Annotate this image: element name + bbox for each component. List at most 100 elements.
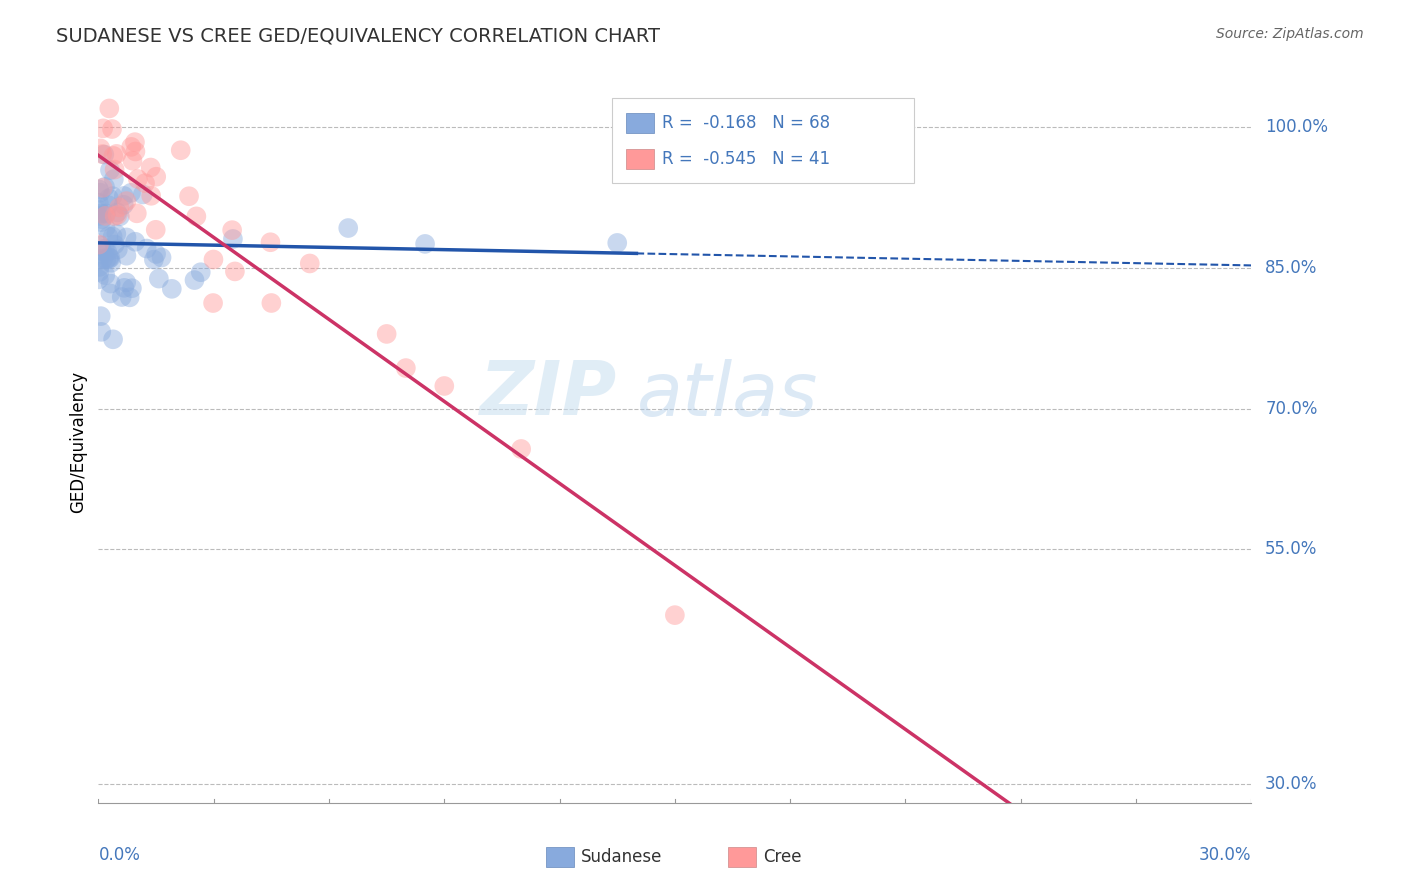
Point bbox=[510, 442, 533, 456]
Point bbox=[103, 172, 125, 186]
Point bbox=[87, 253, 110, 268]
Point bbox=[101, 332, 124, 346]
Point bbox=[96, 245, 118, 260]
Point bbox=[190, 265, 212, 279]
Point bbox=[134, 176, 156, 190]
Text: atlas: atlas bbox=[637, 359, 818, 431]
Point bbox=[93, 147, 115, 161]
Point bbox=[112, 281, 135, 295]
Point bbox=[87, 195, 110, 210]
Point bbox=[148, 271, 170, 285]
Point bbox=[186, 210, 208, 224]
Point bbox=[87, 237, 110, 252]
Point bbox=[259, 235, 281, 250]
Point bbox=[91, 181, 114, 195]
Point bbox=[177, 189, 200, 203]
Text: Cree: Cree bbox=[763, 848, 801, 866]
Point bbox=[395, 361, 418, 376]
Point bbox=[124, 145, 146, 159]
Point bbox=[664, 608, 686, 623]
Point bbox=[90, 309, 112, 323]
Text: Source: ZipAtlas.com: Source: ZipAtlas.com bbox=[1216, 27, 1364, 41]
Point bbox=[115, 276, 138, 290]
Point bbox=[98, 163, 121, 178]
Point bbox=[606, 235, 628, 250]
Point bbox=[100, 251, 122, 265]
Point bbox=[90, 212, 112, 227]
Point bbox=[183, 273, 205, 287]
Point bbox=[121, 281, 143, 295]
Point bbox=[94, 220, 117, 235]
Point bbox=[89, 186, 111, 200]
Point bbox=[145, 223, 167, 237]
Point bbox=[97, 198, 120, 212]
Text: 30.0%: 30.0% bbox=[1199, 847, 1251, 864]
Y-axis label: GED/Equivalency: GED/Equivalency bbox=[69, 370, 87, 513]
Point bbox=[94, 209, 117, 223]
Point bbox=[105, 205, 128, 219]
Text: 0.0%: 0.0% bbox=[98, 847, 141, 864]
Point bbox=[96, 252, 118, 267]
Text: 85.0%: 85.0% bbox=[1265, 259, 1317, 277]
Point bbox=[87, 209, 110, 223]
Point bbox=[91, 121, 114, 136]
Point bbox=[121, 153, 143, 168]
Point bbox=[103, 149, 125, 163]
Point bbox=[120, 140, 142, 154]
Point bbox=[222, 232, 245, 246]
Point bbox=[224, 264, 246, 278]
Point bbox=[91, 244, 114, 258]
Point bbox=[125, 206, 148, 220]
Text: 100.0%: 100.0% bbox=[1265, 119, 1329, 136]
Point bbox=[112, 189, 135, 203]
Text: 55.0%: 55.0% bbox=[1265, 541, 1317, 558]
Point bbox=[132, 187, 155, 202]
Text: 70.0%: 70.0% bbox=[1265, 400, 1317, 417]
Point bbox=[120, 186, 142, 200]
Point bbox=[100, 277, 122, 291]
Point bbox=[89, 141, 111, 155]
Point bbox=[139, 161, 162, 175]
Point bbox=[90, 325, 112, 339]
Point bbox=[108, 200, 131, 214]
Point bbox=[89, 260, 111, 274]
Point bbox=[87, 182, 110, 196]
Point bbox=[101, 229, 124, 244]
Point bbox=[115, 194, 138, 208]
Text: R =  -0.545   N = 41: R = -0.545 N = 41 bbox=[662, 150, 831, 168]
Text: R =  -0.168   N = 68: R = -0.168 N = 68 bbox=[662, 114, 831, 132]
Point bbox=[202, 252, 225, 267]
Point bbox=[105, 147, 128, 161]
Point bbox=[97, 229, 120, 244]
Point bbox=[298, 256, 321, 270]
Point bbox=[105, 227, 128, 241]
Point bbox=[100, 256, 122, 270]
Point bbox=[104, 237, 127, 252]
Text: Sudanese: Sudanese bbox=[581, 848, 662, 866]
Text: ZIP: ZIP bbox=[479, 358, 617, 431]
Point bbox=[337, 221, 360, 235]
Point bbox=[413, 236, 436, 251]
Point bbox=[101, 122, 124, 136]
Point bbox=[433, 379, 456, 393]
Point bbox=[160, 282, 183, 296]
Point bbox=[89, 265, 111, 279]
Point bbox=[375, 326, 398, 341]
Point bbox=[97, 252, 120, 266]
Point bbox=[90, 215, 112, 229]
Point bbox=[104, 209, 127, 223]
Point bbox=[145, 169, 167, 184]
Point bbox=[107, 208, 129, 222]
Point bbox=[260, 296, 283, 310]
Point bbox=[124, 135, 146, 149]
Text: SUDANESE VS CREE GED/EQUIVALENCY CORRELATION CHART: SUDANESE VS CREE GED/EQUIVALENCY CORRELA… bbox=[56, 27, 661, 45]
Point bbox=[87, 202, 110, 217]
Point bbox=[111, 290, 134, 304]
Point bbox=[90, 238, 112, 252]
Point bbox=[90, 206, 112, 220]
Point bbox=[94, 206, 117, 220]
Point bbox=[101, 189, 124, 203]
Point bbox=[94, 268, 117, 282]
Point bbox=[115, 230, 138, 244]
Point bbox=[91, 147, 114, 161]
